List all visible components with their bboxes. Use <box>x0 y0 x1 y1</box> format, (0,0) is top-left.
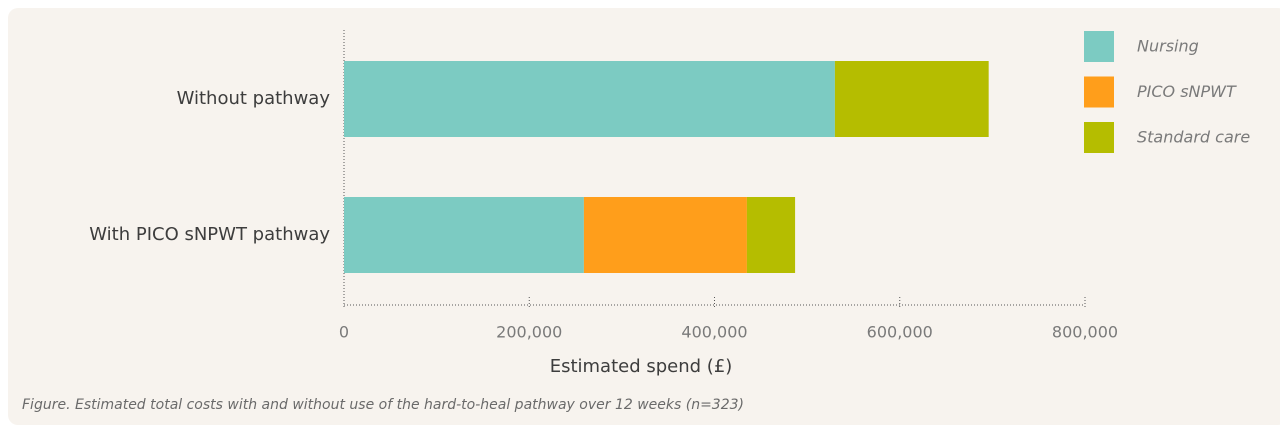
legend-swatch <box>1084 76 1114 108</box>
bar-segment <box>834 61 989 137</box>
x-tick-label: 800,000 <box>1052 323 1118 342</box>
legend-swatch <box>1084 122 1114 153</box>
x-tick-label: 400,000 <box>681 323 747 342</box>
caption: Figure. Estimated total costs with and w… <box>22 397 744 413</box>
legend-label: Standard care <box>1137 128 1250 147</box>
legend-label: Nursing <box>1137 37 1199 56</box>
bar-segment <box>344 61 835 137</box>
bar-segment <box>344 197 584 273</box>
x-tick-label: 600,000 <box>867 323 933 342</box>
bar-segment <box>746 197 796 273</box>
legend-swatch <box>1084 31 1114 62</box>
category-label: With PICO sNPWT pathway <box>89 224 330 245</box>
x-axis-label: Estimated spend (£) <box>550 356 733 377</box>
category-label: Without pathway <box>177 88 331 109</box>
x-tick-label: 200,000 <box>496 323 562 342</box>
x-tick-label: 0 <box>339 323 349 342</box>
bar-segment <box>583 197 747 273</box>
legend-label: PICO sNPWT <box>1137 82 1237 101</box>
